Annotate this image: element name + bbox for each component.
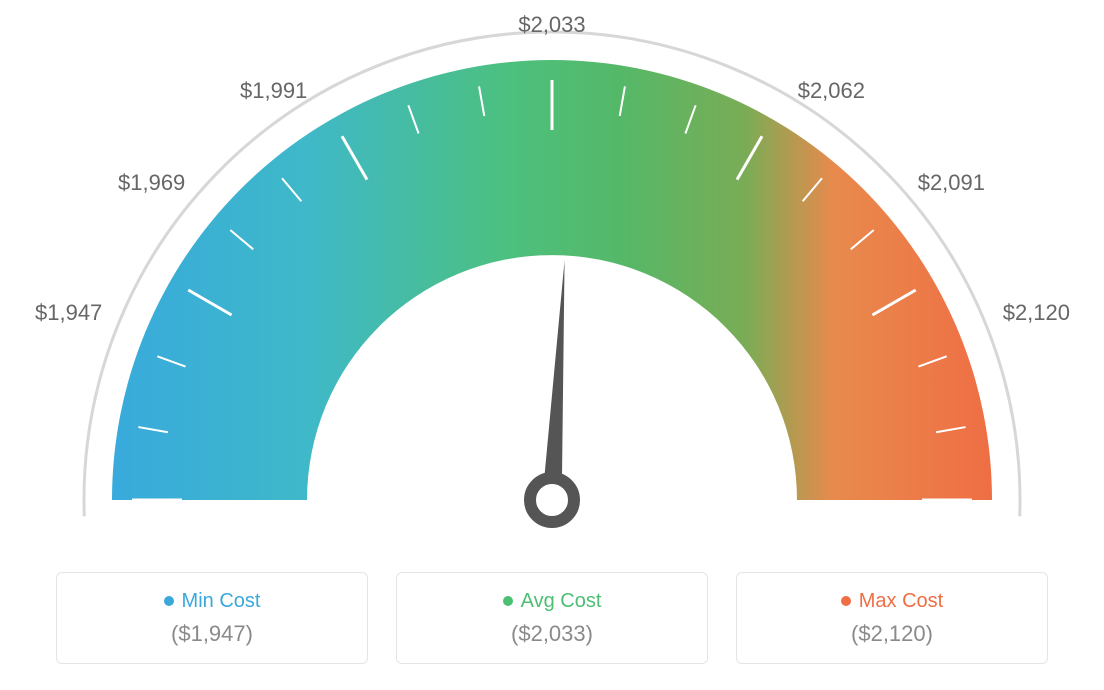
legend-card-min-cost: Min Cost ($1,947) <box>56 572 368 664</box>
legend-label: Min Cost <box>182 590 261 613</box>
legend-title: Avg Cost <box>503 590 602 613</box>
legend-value: ($2,120) <box>851 621 933 647</box>
tick-label: $1,991 <box>240 78 307 103</box>
legend-value: ($1,947) <box>171 621 253 647</box>
tick-label: $2,091 <box>918 170 985 195</box>
tick-label: $1,969 <box>118 170 185 195</box>
gauge-svg: $1,947 $1,969 $1,991 $2,033 $2,062 $2,091 $2,1… <box>0 0 1104 560</box>
gauge-hub <box>530 478 574 522</box>
legend-card-avg-cost: Avg Cost ($2,033) <box>396 572 708 664</box>
tick-label: $2,120 <box>1003 300 1070 325</box>
legend-title: Max Cost <box>841 590 943 613</box>
legend-row: Min Cost ($1,947) Avg Cost ($2,033) Max Cost… <box>0 572 1104 664</box>
legend-label: Avg Cost <box>521 590 602 613</box>
gauge-chart-container: $1,947 $1,969 $1,991 $2,033 $2,062 $2,091 $2,1… <box>0 0 1104 690</box>
legend-dot-icon <box>503 596 513 606</box>
legend-dot-icon <box>164 596 174 606</box>
tick-label: $2,033 <box>518 12 585 37</box>
legend-title: Min Cost <box>164 590 261 613</box>
legend-label: Max Cost <box>859 590 943 613</box>
legend-dot-icon <box>841 596 851 606</box>
gauge-needle <box>545 260 565 474</box>
legend-card-max-cost: Max Cost ($2,120) <box>736 572 1048 664</box>
legend-value: ($2,033) <box>511 621 593 647</box>
gauge-area: $1,947 $1,969 $1,991 $2,033 $2,062 $2,091 $2,1… <box>0 0 1104 540</box>
tick-label: $1,947 <box>35 300 102 325</box>
tick-label: $2,062 <box>798 78 865 103</box>
